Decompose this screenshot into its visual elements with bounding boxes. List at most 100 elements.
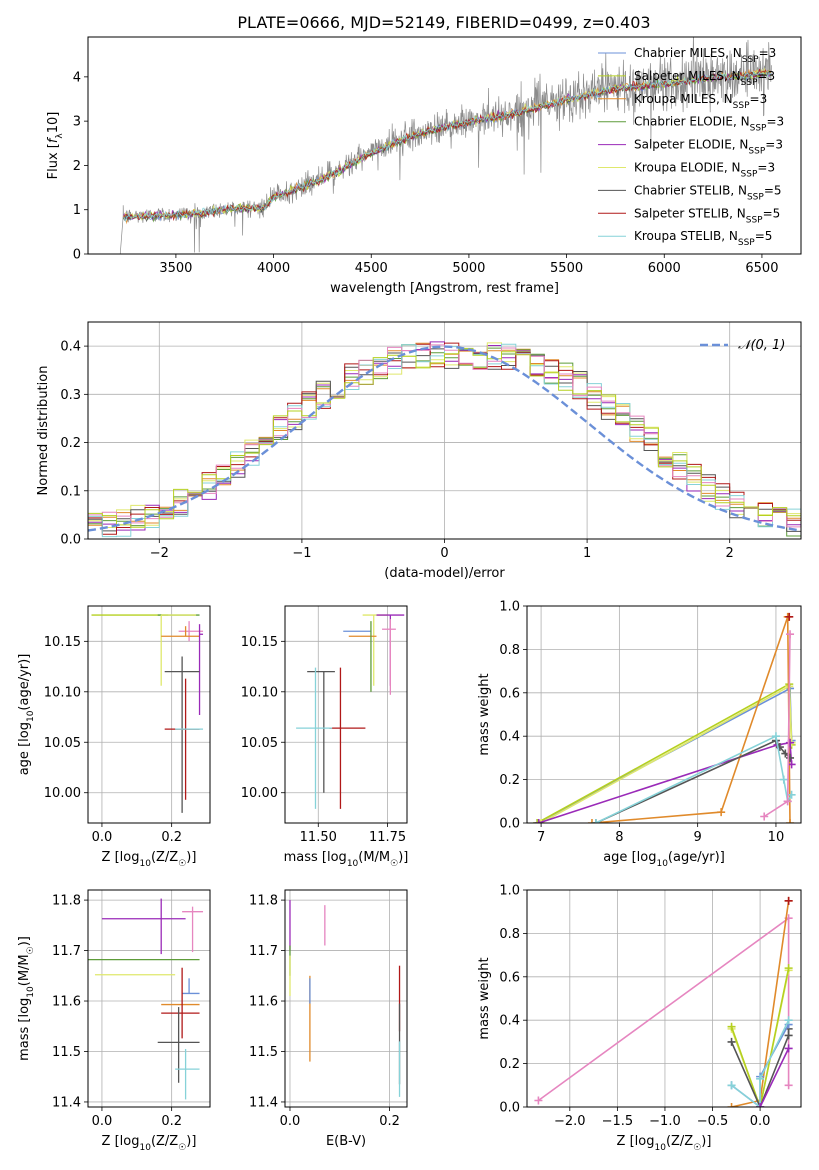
mass-weight-point [784,964,793,973]
normal-reference-curve [88,345,801,532]
x-tick-label: −0.5 [697,1114,729,1129]
x-axis-label: Z [log10(Z/Z☉)] [102,850,197,869]
y-tick-label: 0.2 [499,1057,520,1072]
x-tick-label: 0.2 [161,830,182,845]
y-tick-label: 0.2 [60,436,81,451]
x-axis-label: wavelength [Angstrom, rest frame] [330,281,559,296]
legend-entry: Salpeter STELIB, NSSP=5 [634,206,780,225]
y-tick-label: 10.05 [241,736,278,751]
axes-frame [87,889,211,1108]
x-axis-label: age [log10(age/yr)] [603,850,725,869]
x-tick-label: 2 [726,546,734,561]
plot-area [88,898,204,1100]
x-tick-label: 4000 [257,261,290,276]
y-tick-label: 11.6 [52,995,81,1010]
y-tick-label: 10.15 [241,635,278,650]
y-tick-label: 0.0 [60,533,81,548]
residual-histogram-series [88,347,801,528]
mass-weight-series-line [537,916,790,1102]
y-tick-label: 0.2 [499,773,520,788]
plot-area [88,341,801,538]
x-axis-label: Z [log10(Z/Z☉)] [102,1134,197,1153]
axes-frame [526,889,802,1108]
y-tick-label: 10.10 [241,685,278,700]
mass-weight-point [727,1103,736,1107]
y-tick-label: 1.0 [499,600,520,615]
mass-weight-point [786,738,795,747]
x-tick-label: 3500 [159,261,192,276]
mass-weight-series-line [591,616,791,823]
x-tick-label: −2 [150,546,169,561]
y-tick-label: 0.3 [60,388,81,403]
plot-area [296,614,405,809]
x-tick-label: 5500 [550,261,583,276]
y-tick-label: 10.00 [44,786,81,801]
plot-area [534,896,793,1107]
y-tick-label: 0.8 [499,927,520,942]
legend-entry: Salpeter MILES, NSSP=3 [634,69,775,88]
y-tick-label: 2 [73,159,81,174]
plot-area [91,614,204,813]
mass-weight-point [533,819,542,823]
mass-weight-series-line [538,741,793,823]
y-axis-label: mass weight [477,673,492,755]
mass-weight-point [534,819,543,823]
residuals-panel: −2 −1 0 1 2 0.0 0.1 0.2 0.3 0.4 (data-model)/error… [36,321,802,581]
mass-weight-point [756,1074,765,1083]
x-axis-label: (data-model)/error [384,566,505,581]
mass-weight-point [537,819,546,823]
x-tick-label: 0.0 [280,1114,301,1129]
mass-weight-point [784,1016,793,1025]
mass-weight-series-line [759,1048,790,1107]
mass-weight-point [786,630,795,639]
mass-weight-point [771,732,780,741]
legend-entry: Chabrier STELIB, NSSP=5 [634,183,782,202]
axes-frame [87,36,802,255]
axes-frame [284,605,408,824]
legend-entry: Chabrier MILES, NSSP=3 [634,46,776,65]
mass-weight-series-line [731,1019,790,1107]
legend-entry: Kroupa STELIB, NSSP=5 [634,229,772,248]
mass-weight-point [760,812,769,821]
y-tick-label: 0.0 [499,817,520,832]
mass-weight-point [783,797,792,806]
mass-weight-point [779,775,788,784]
x-tick-label: 0.0 [750,1114,771,1129]
x-tick-label: 8 [615,830,623,845]
mass-vs-metallicity-panel: 0.0 0.2 11.4 11.5 11.6 11.7 11.8 Z [log10(Z/Z☉)… [17,889,211,1153]
mass-weight-point [534,1096,543,1105]
age-vs-mass-panel: 11.50 11.75 10.00 10.05 10.10 10.15 mass [log1… [241,605,409,869]
x-axis-label: Z [log10(Z/Z☉)] [617,1134,712,1153]
x-tick-label: 0.2 [379,1114,400,1129]
y-tick-label: 0.6 [499,686,520,701]
y-axis-label: Normed distribution [36,366,51,496]
x-tick-label: 9 [694,830,702,845]
y-tick-label: 3 [73,115,81,130]
mass-weight-series-line [595,739,791,823]
x-tick-label: −2.0 [554,1114,586,1129]
mass-vs-extinction-panel: 0.0 0.2 11.4 11.5 11.6 11.7 11.8 E(B-V) [249,889,408,1149]
y-tick-label: 11.8 [52,894,81,909]
x-axis-label: E(B-V) [326,1134,366,1149]
plot-area [119,37,773,254]
x-tick-label: 7 [537,830,545,845]
legend-entry: Chabrier ELODIE, NSSP=3 [634,115,784,134]
mass-weight-point [784,1044,793,1053]
x-tick-label: 0.0 [92,830,113,845]
model-spectrum-line [123,70,772,223]
mass-weight-point [786,753,795,762]
y-tick-label: 11.5 [249,1045,278,1060]
y-tick-label: 11.4 [249,1095,278,1110]
y-tick-label: 11.7 [249,944,278,959]
x-tick-label: −1 [292,546,311,561]
y-tick-label: 11.8 [249,894,278,909]
legend-entry: Salpeter ELODIE, NSSP=3 [634,138,783,157]
mass-weight-point [784,1081,793,1090]
y-tick-label: 10.05 [44,736,81,751]
plot-area [289,900,401,1097]
x-axis-label: mass [log10(M/M☉)] [284,850,409,869]
y-tick-label: 1.0 [499,884,520,899]
spectrum-panel: 3500 4000 4500 5000 5500 6000 6500 0 1 2 3 4 wavelen… [46,36,802,296]
x-tick-label: 5000 [452,261,485,276]
